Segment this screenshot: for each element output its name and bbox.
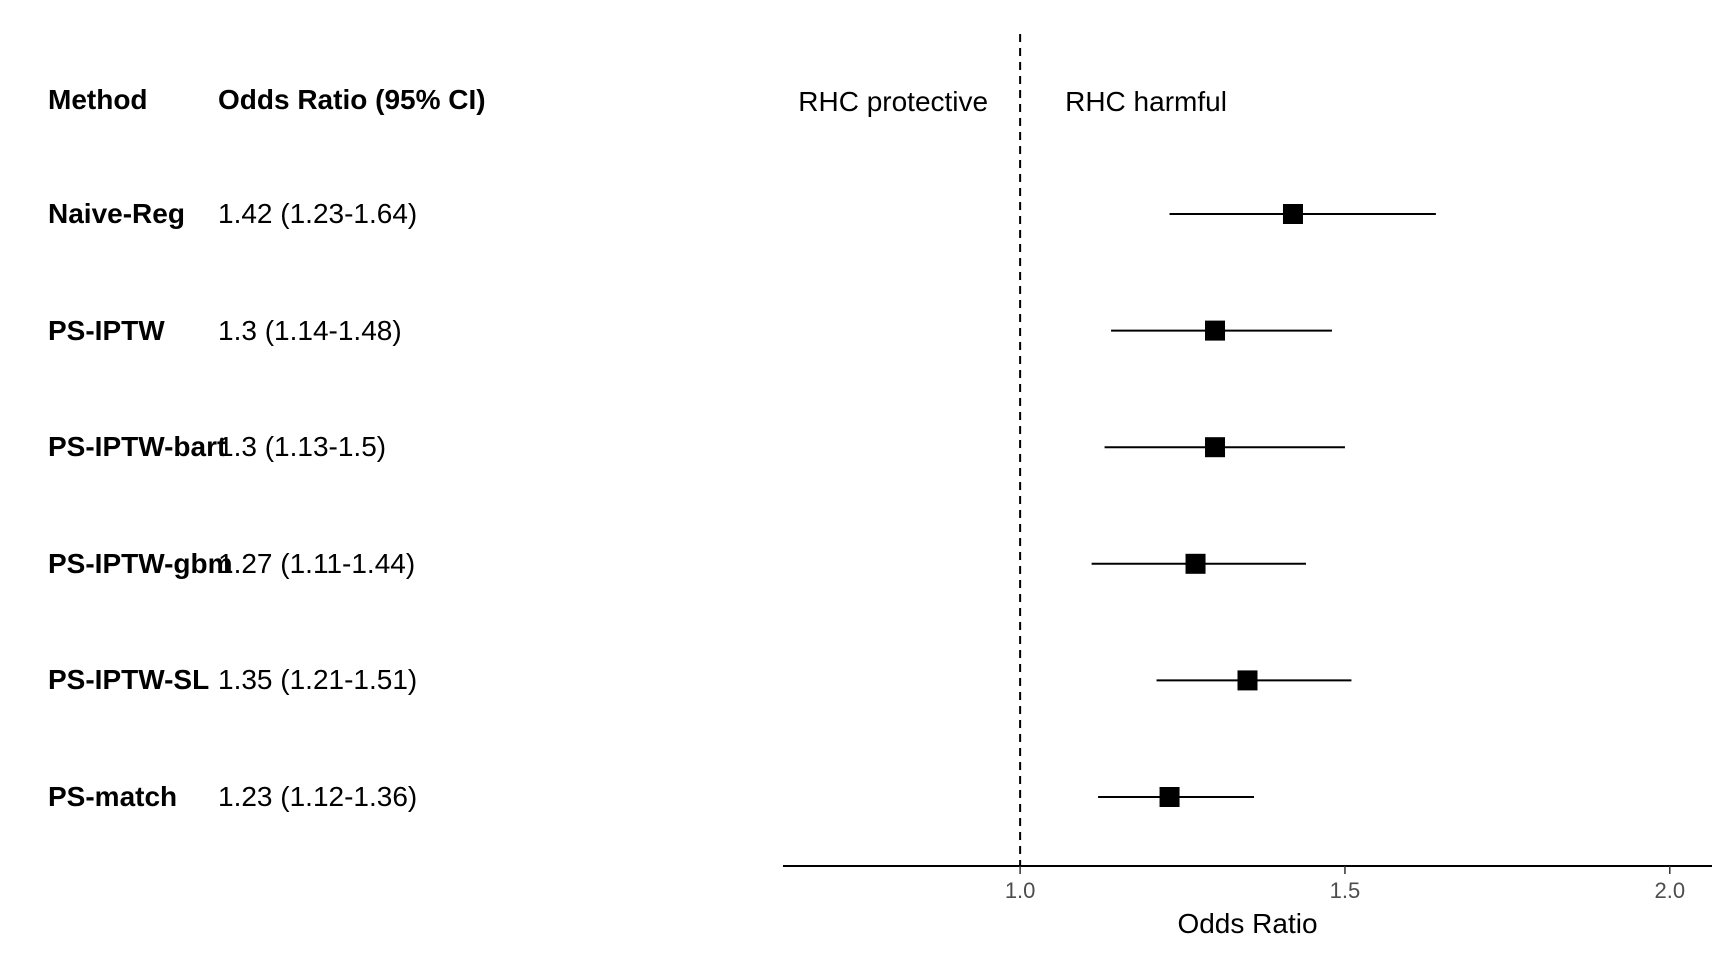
point-estimate-marker — [1185, 553, 1206, 574]
odds-ratio-ci-label: 1.23 (1.12-1.36) — [218, 781, 418, 812]
method-label: PS-IPTW-gbm — [48, 547, 233, 579]
annotation-left: RHC protective — [798, 86, 988, 117]
point-estimate-marker — [1205, 320, 1226, 341]
point-estimate-marker — [1205, 437, 1226, 458]
x-axis-title: Odds Ratio — [1177, 908, 1317, 939]
point-estimate-marker — [1282, 204, 1303, 224]
odds-ratio-ci-label: 1.35 (1.21-1.51) — [218, 664, 418, 696]
odds-ratio-column-header: Odds Ratio (95% CI) — [218, 84, 486, 115]
point-estimate-marker — [1237, 670, 1258, 691]
method-label: PS-IPTW-bart — [48, 431, 227, 463]
method-label: PS-IPTW — [48, 314, 165, 346]
odds-ratio-ci-label: 1.27 (1.11-1.44) — [218, 547, 416, 579]
annotation-right: RHC harmful — [1065, 86, 1227, 117]
odds-ratio-ci-label: 1.3 (1.14-1.48) — [218, 314, 402, 346]
method-column-header: Method — [48, 84, 148, 115]
point-estimate-marker — [1159, 787, 1180, 807]
x-tick-label: 1.5 — [1330, 878, 1361, 903]
method-label: PS-match — [48, 781, 178, 812]
odds-ratio-ci-label: 1.42 (1.23-1.64) — [218, 198, 418, 229]
method-label: Naive-Reg — [48, 198, 185, 229]
x-tick-label: 1.0 — [1005, 878, 1036, 903]
x-tick-label: 2.0 — [1654, 878, 1685, 903]
method-label: PS-IPTW-SL — [48, 664, 210, 696]
odds-ratio-ci-label: 1.3 (1.13-1.5) — [218, 431, 387, 463]
